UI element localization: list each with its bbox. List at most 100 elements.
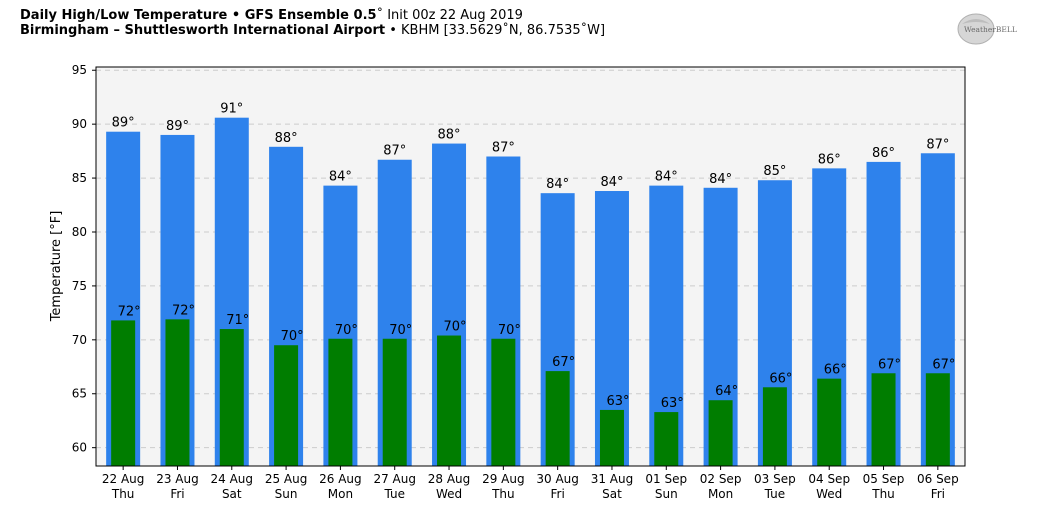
- y-axis-ticks: 60 65 70 75 80 85 90 95: [72, 63, 96, 455]
- x-tick-date-6: 28 Aug: [428, 472, 471, 486]
- high-label-5: 87°: [383, 144, 406, 159]
- x-tick-day-12: Tue: [764, 487, 786, 501]
- x-tick-day-8: Fri: [551, 487, 565, 501]
- low-label-7: 70°: [498, 323, 521, 338]
- high-label-0: 89°: [112, 116, 135, 131]
- high-label-1: 89°: [166, 119, 189, 134]
- x-tick-day-0: Thu: [111, 487, 135, 501]
- x-tick-date-8: 30 Aug: [536, 472, 579, 486]
- x-tick-date-15: 06 Sep: [917, 472, 959, 486]
- y-tick-label-85: 85: [72, 171, 87, 185]
- low-bar-6: [437, 335, 462, 466]
- low-bar-7: [491, 338, 516, 466]
- x-tick-day-2: Sat: [222, 487, 242, 501]
- x-tick-date-14: 05 Sep: [863, 472, 905, 486]
- low-label-11: 64°: [715, 384, 738, 399]
- high-label-12: 85°: [763, 164, 786, 179]
- low-label-9: 63°: [606, 394, 629, 409]
- low-label-13: 66°: [824, 363, 847, 378]
- high-label-4: 84°: [329, 170, 352, 185]
- x-tick-date-4: 26 Aug: [319, 472, 362, 486]
- y-tick-label-80: 80: [72, 225, 87, 239]
- x-tick-date-11: 02 Sep: [700, 472, 742, 486]
- weatherbell-logo: WeatherBELL: [957, 13, 1017, 45]
- low-label-14: 67°: [878, 357, 901, 372]
- plot-frame: [95, 66, 966, 467]
- low-bar-0: [111, 320, 136, 466]
- low-bar-11: [708, 400, 733, 466]
- x-tick-day-9: Sat: [602, 487, 622, 501]
- x-tick-date-7: 29 Aug: [482, 472, 525, 486]
- high-label-11: 84°: [709, 172, 732, 187]
- x-tick-day-10: Sun: [655, 487, 678, 501]
- low-bar-14: [871, 373, 896, 466]
- low-label-8: 67°: [552, 355, 575, 370]
- x-tick-day-5: Tue: [383, 487, 405, 501]
- low-label-2: 71°: [226, 313, 249, 328]
- low-bar-13: [817, 378, 842, 466]
- location-coordinates: • KBHM [33.5629˚N, 86.7535˚W]: [385, 23, 606, 38]
- low-bar-8: [545, 371, 570, 466]
- y-tick-label-60: 60: [72, 441, 87, 455]
- y-tick-label-65: 65: [72, 387, 87, 401]
- low-label-5: 70°: [389, 323, 412, 338]
- low-bar-5: [382, 338, 407, 466]
- high-label-14: 86°: [872, 146, 895, 161]
- high-label-15: 87°: [926, 137, 949, 152]
- low-label-6: 70°: [444, 320, 467, 335]
- high-label-9: 84°: [600, 175, 623, 190]
- low-bar-9: [599, 409, 624, 466]
- y-axis-label: Temperature [°F]: [49, 211, 64, 323]
- high-label-13: 86°: [818, 152, 841, 167]
- chart-title-bold: Daily High/Low Temperature • GFS Ensembl…: [20, 8, 377, 23]
- x-tick-day-6: Wed: [436, 487, 462, 501]
- x-tick-date-10: 01 Sep: [645, 472, 687, 486]
- chart-subtitle: Birmingham – Shuttlesworth International…: [20, 23, 605, 38]
- low-bar-4: [328, 338, 353, 466]
- low-bar-10: [654, 412, 679, 466]
- x-tick-date-1: 23 Aug: [156, 472, 199, 486]
- x-tick-date-5: 27 Aug: [373, 472, 416, 486]
- low-label-4: 70°: [335, 323, 358, 338]
- y-tick-label-95: 95: [72, 63, 87, 77]
- high-label-7: 87°: [492, 141, 515, 156]
- high-label-10: 84°: [655, 170, 678, 185]
- x-tick-day-1: Fri: [170, 487, 184, 501]
- x-tick-day-3: Sun: [275, 487, 298, 501]
- low-label-12: 66°: [769, 371, 792, 386]
- y-tick-label-90: 90: [72, 117, 87, 131]
- x-tick-date-12: 03 Sep: [754, 472, 796, 486]
- low-bar-1: [165, 319, 190, 466]
- chart-title: Daily High/Low Temperature • GFS Ensembl…: [20, 8, 523, 23]
- data-labels: 89° 72° 89° 72° 91° 71° 88° 70° 84° 70° 87° 70° 88° 7…: [112, 102, 956, 411]
- x-tick-day-14: Thu: [871, 487, 895, 501]
- y-tick-label-75: 75: [72, 279, 87, 293]
- low-bar-12: [762, 387, 787, 466]
- x-tick-day-11: Mon: [708, 487, 733, 501]
- x-tick-date-2: 24 Aug: [211, 472, 254, 486]
- logo-text: WeatherBELL: [964, 25, 1017, 34]
- chart-title-init: Init 00z 22 Aug 2019: [383, 8, 523, 23]
- x-tick-day-7: Thu: [491, 487, 515, 501]
- x-tick-date-9: 31 Aug: [591, 472, 634, 486]
- low-label-10: 63°: [661, 396, 684, 411]
- low-bar-2: [219, 329, 244, 466]
- low-label-15: 67°: [932, 357, 955, 372]
- high-label-8: 84°: [546, 177, 569, 192]
- low-bar-3: [274, 345, 299, 466]
- x-tick-day-4: Mon: [328, 487, 353, 501]
- x-tick-date-0: 22 Aug: [102, 472, 145, 486]
- chart-title-degree: ˚: [376, 8, 384, 23]
- low-label-0: 72°: [118, 304, 141, 319]
- location-name: Birmingham – Shuttlesworth International…: [20, 23, 386, 38]
- low-label-1: 72°: [172, 303, 195, 318]
- high-label-6: 88°: [438, 128, 461, 143]
- bars: [106, 117, 955, 467]
- low-bar-15: [925, 373, 950, 466]
- y-tick-label-70: 70: [72, 333, 87, 347]
- x-tick-date-13: 04 Sep: [808, 472, 850, 486]
- high-label-2: 91°: [220, 102, 243, 117]
- x-tick-day-15: Fri: [931, 487, 945, 501]
- low-label-3: 70°: [281, 329, 304, 344]
